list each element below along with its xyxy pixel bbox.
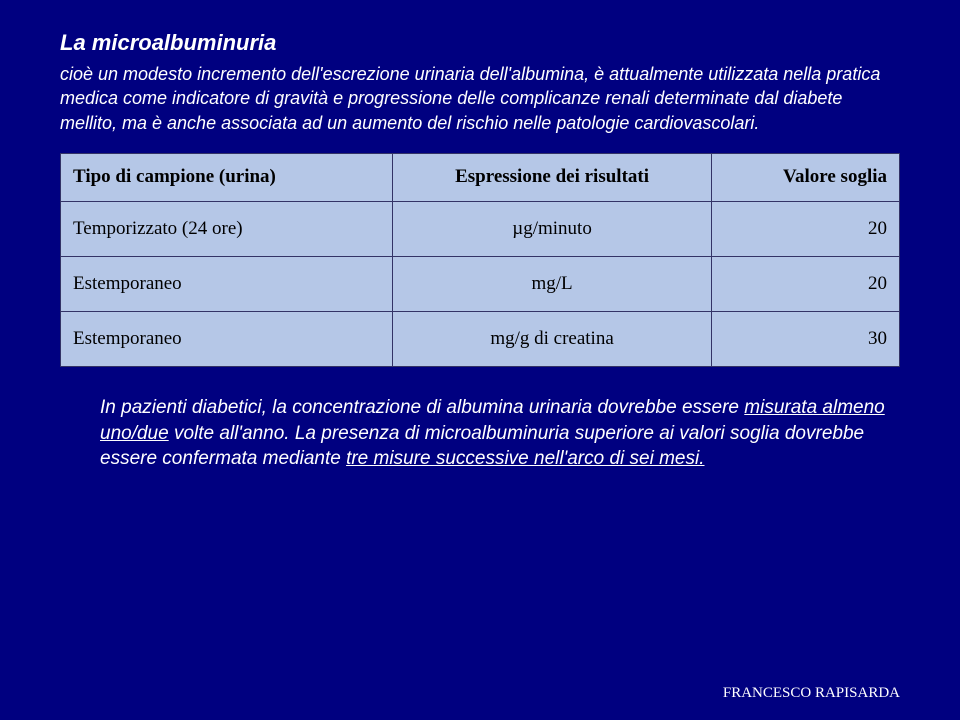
cell-sample: Estemporaneo <box>61 256 393 311</box>
th-expression: Espressione dei risultati <box>393 153 712 201</box>
intro-paragraph: cioè un modesto incremento dell'escrezio… <box>60 62 900 135</box>
cell-unit: mg/L <box>393 256 712 311</box>
table-header-row: Tipo di campione (urina) Espressione dei… <box>61 153 900 201</box>
table-row: Estemporaneo mg/g di creatina 30 <box>61 311 900 366</box>
cell-unit: mg/g di creatina <box>393 311 712 366</box>
threshold-table-wrap: Tipo di campione (urina) Espressione dei… <box>60 153 900 367</box>
th-threshold: Valore soglia <box>712 153 900 201</box>
recommendation-paragraph: In pazienti diabetici, la concentrazione… <box>60 395 900 472</box>
table-row: Estemporaneo mg/L 20 <box>61 256 900 311</box>
table-row: Temporizzato (24 ore) µg/minuto 20 <box>61 201 900 256</box>
slide-title: La microalbuminuria <box>60 30 900 56</box>
cell-value: 30 <box>712 311 900 366</box>
rec-text-pre: In pazienti diabetici, la concentrazione… <box>100 397 744 418</box>
cell-unit: µg/minuto <box>393 201 712 256</box>
threshold-table: Tipo di campione (urina) Espressione dei… <box>60 153 900 367</box>
cell-value: 20 <box>712 201 900 256</box>
cell-value: 20 <box>712 256 900 311</box>
rec-text-underline-2: tre misure successive nell'arco di sei m… <box>346 448 704 469</box>
cell-sample: Estemporaneo <box>61 311 393 366</box>
cell-sample: Temporizzato (24 ore) <box>61 201 393 256</box>
author-footer: FRANCESCO RAPISARDA <box>723 685 900 702</box>
th-sample-type: Tipo di campione (urina) <box>61 153 393 201</box>
